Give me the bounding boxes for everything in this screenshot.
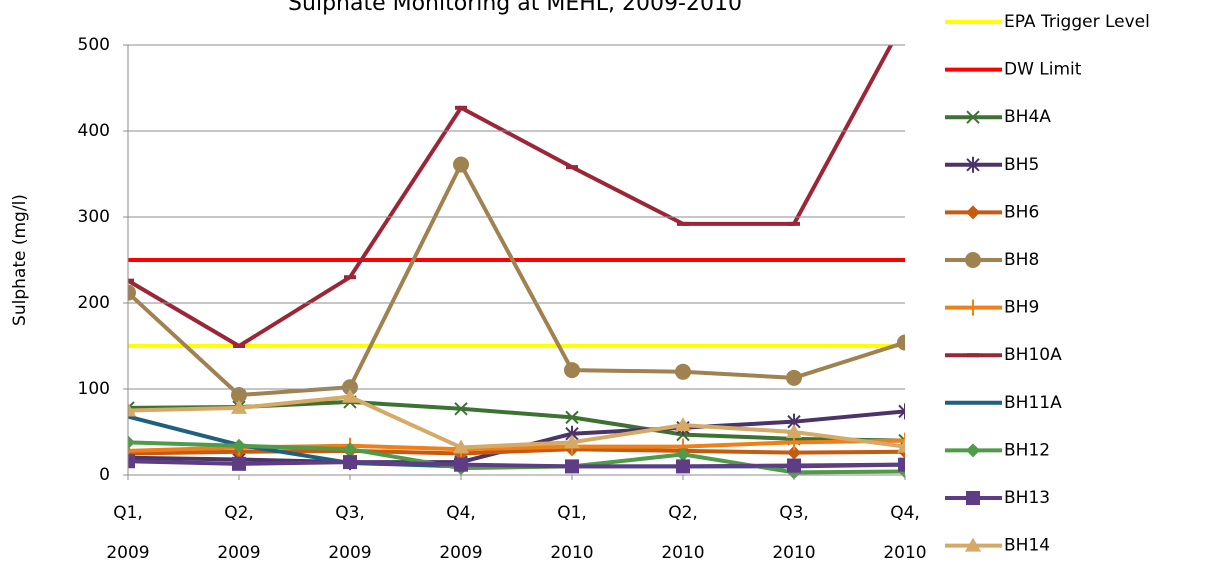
- data-point: [343, 455, 357, 470]
- series-line: [128, 447, 905, 456]
- data-point: [454, 402, 468, 416]
- legend-label: BH9: [1004, 298, 1039, 318]
- legend-marker: [965, 299, 981, 316]
- legend-label: BH8: [1004, 250, 1039, 270]
- data-point: [565, 459, 579, 474]
- data-point: [128, 435, 135, 450]
- data-point: [786, 424, 802, 438]
- legend-label: BH13: [1004, 488, 1050, 508]
- legend-marker: [966, 491, 980, 505]
- legend-label: BH5: [1004, 155, 1039, 175]
- x-tick-label: Q1, 2010: [550, 503, 593, 563]
- series-line: [128, 45, 894, 348]
- data-point: [342, 379, 358, 396]
- data-point: [675, 363, 691, 380]
- legend-label: BH14: [1004, 536, 1050, 556]
- y-tick-label: 0: [99, 465, 110, 485]
- data-point: [453, 156, 469, 173]
- x-tick-label: Q2, 2009: [217, 503, 260, 563]
- data-point: [343, 442, 357, 457]
- data-point: [787, 445, 801, 460]
- legend-marker: [965, 537, 981, 552]
- data-point: [675, 417, 691, 432]
- y-tick-label: 400: [78, 121, 110, 141]
- series-line: [128, 394, 905, 450]
- data-point: [676, 447, 690, 462]
- legend-label: BH6: [1004, 202, 1039, 222]
- x-tick-label: Q3, 2009: [328, 503, 371, 563]
- y-tick-label: 300: [78, 207, 110, 227]
- data-point: [128, 284, 136, 301]
- data-point: [454, 457, 468, 472]
- data-point: [787, 458, 801, 473]
- x-tick-label: Q4, 2010: [883, 503, 926, 563]
- chart-title: Sulphate Monitoring at MEHL, 2009-2010: [288, 0, 742, 16]
- data-point: [565, 410, 579, 425]
- x-tick-label: Q4, 2009: [439, 503, 482, 563]
- data-point: [128, 402, 136, 417]
- data-point: [786, 369, 802, 386]
- x-tick-label: Q3, 2010: [772, 503, 815, 563]
- legend-label: DW Limit: [1004, 60, 1082, 80]
- x-tick-label: Q1, 2009: [106, 503, 149, 563]
- data-point: [128, 442, 136, 459]
- data-point: [564, 362, 580, 379]
- data-point: [453, 439, 469, 454]
- data-point: [231, 399, 247, 414]
- legend-marker: [966, 205, 980, 220]
- data-point: [897, 432, 905, 449]
- series-line: [128, 459, 905, 469]
- legend-marker: [965, 252, 981, 268]
- legend-marker: [966, 443, 980, 458]
- legend-label: BH4A: [1004, 107, 1051, 127]
- data-point: [898, 457, 905, 472]
- data-point: [232, 438, 246, 453]
- data-point: [676, 459, 690, 474]
- y-tick-label: 500: [78, 35, 110, 55]
- legend-label: EPA Trigger Level: [1004, 12, 1150, 32]
- data-point: [897, 334, 905, 351]
- y-tick-label: 100: [78, 379, 110, 399]
- y-axis-label: Sulphate (mg/l): [10, 194, 30, 326]
- legend-label: BH12: [1004, 440, 1050, 460]
- data-point: [128, 454, 135, 469]
- legend-label: BH10A: [1004, 345, 1062, 365]
- legend-marker: [966, 110, 980, 124]
- y-tick-label: 200: [78, 293, 110, 313]
- data-point: [564, 434, 580, 449]
- data-point: [342, 388, 358, 403]
- plot-area: [128, 45, 905, 480]
- legend-marker: [966, 156, 980, 173]
- data-point: [231, 387, 247, 404]
- data-point: [898, 403, 905, 420]
- data-point: [232, 456, 246, 471]
- series-line: [128, 162, 905, 398]
- data-point: [897, 438, 905, 453]
- legend-label: BH11A: [1004, 393, 1062, 413]
- x-tick-label: Q2, 2010: [661, 503, 704, 563]
